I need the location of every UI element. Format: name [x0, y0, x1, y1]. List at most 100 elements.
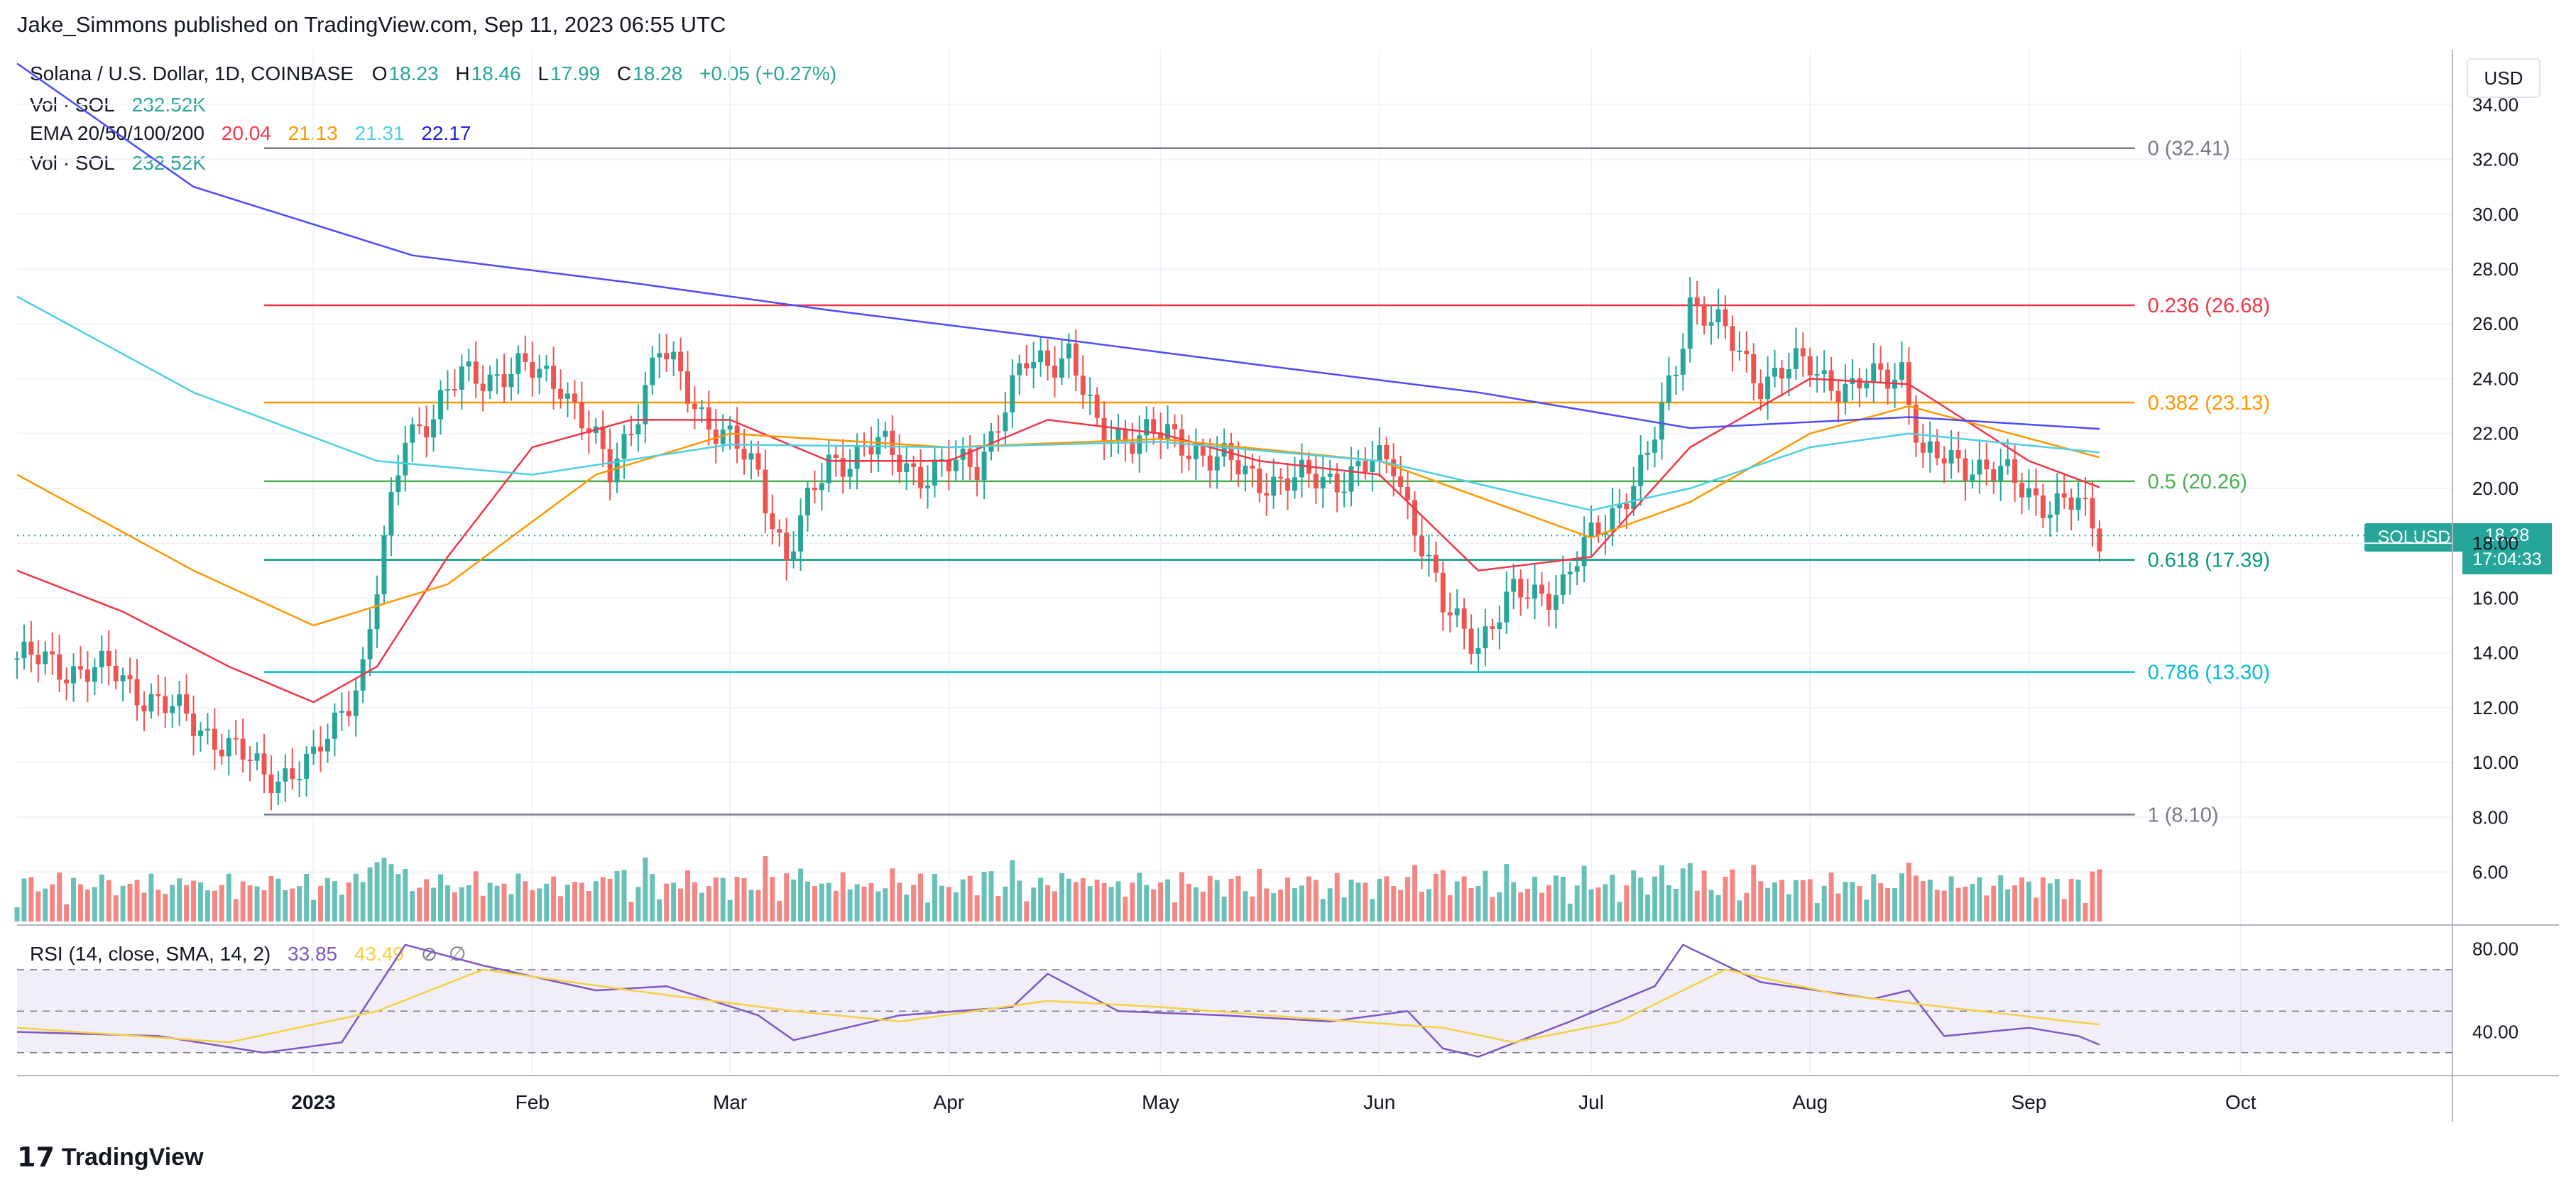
price-series — [14, 62, 2452, 811]
volume-bar — [459, 887, 464, 921]
volume-bar — [1560, 877, 1566, 921]
candle-body — [480, 383, 486, 392]
volume-bar — [1687, 863, 1693, 921]
candle-body — [1490, 626, 1495, 629]
volume-bar — [692, 882, 697, 921]
candle-body — [1864, 383, 1870, 389]
candle-body — [1101, 417, 1107, 441]
fib-level-label: 0 (32.41) — [2148, 138, 2230, 160]
candle-body — [148, 694, 154, 712]
volume-bar — [127, 884, 133, 921]
candle-body — [2047, 514, 2053, 518]
candle-body — [1313, 474, 1319, 488]
candle-body — [64, 679, 70, 684]
volume-bar — [1807, 879, 1813, 921]
tradingview-brand[interactable]: 17 TradingView — [17, 1142, 204, 1173]
volume-bar — [1772, 882, 1778, 921]
candle-body — [614, 458, 620, 483]
volume-bar — [1412, 865, 1418, 921]
volume-bar — [530, 890, 535, 921]
volume-bar — [1115, 881, 1121, 921]
candle-body — [727, 425, 733, 430]
candle-body — [1843, 383, 1848, 403]
volume-bar — [904, 895, 910, 921]
candle-body — [177, 694, 182, 706]
volume-bar — [1052, 891, 1057, 921]
volume-bar — [191, 880, 197, 921]
volume-bar — [720, 877, 726, 921]
candle-body — [685, 371, 690, 404]
volume-bar — [1490, 897, 1495, 921]
candle-body — [755, 453, 761, 470]
volume-bar — [177, 878, 182, 921]
candle-body — [424, 426, 430, 438]
candle-body — [939, 459, 944, 461]
candle-body — [904, 463, 910, 473]
volume-bar — [1172, 902, 1177, 921]
candle-body — [1334, 474, 1340, 493]
candle-body — [1927, 441, 1933, 453]
volume-bar — [1355, 882, 1361, 921]
volume-bar — [1320, 899, 1326, 921]
candle-body — [1504, 591, 1510, 623]
candle-body — [268, 774, 274, 794]
candle-body — [572, 393, 577, 403]
volume-bar — [77, 884, 83, 921]
candle-body — [417, 424, 422, 427]
volume-bar — [1327, 888, 1333, 921]
candle-body — [487, 374, 493, 392]
volume-bar — [1483, 870, 1488, 921]
volume-bar — [1532, 876, 1538, 921]
candle-body — [473, 361, 479, 384]
candle-body — [798, 515, 804, 552]
legend-ema200: 22.17 — [421, 122, 471, 144]
candle-body — [1348, 466, 1354, 492]
volume-bar — [50, 884, 55, 921]
volume-bar — [1920, 881, 1926, 921]
volume-bar — [113, 895, 119, 921]
candle-body — [353, 690, 359, 716]
volume-bar — [1871, 874, 1877, 921]
candle-body — [544, 366, 550, 369]
axis-spacer — [2452, 517, 2559, 518]
candle-body — [840, 457, 846, 477]
x-tick-label: Mar — [713, 1091, 747, 1113]
candle-body — [1588, 522, 1594, 537]
candle-body — [932, 459, 937, 486]
currency-button[interactable]: USD — [2467, 58, 2540, 98]
volume-bar — [395, 874, 401, 921]
candle-body — [431, 419, 437, 438]
volume-bar — [974, 895, 980, 921]
y-tick-label: 24.00 — [2472, 368, 2518, 389]
candle-body — [1235, 460, 1241, 475]
fib-level-label: 0.5 (20.26) — [2148, 471, 2247, 493]
candle-body — [1786, 368, 1791, 379]
eye-icon[interactable]: ⊘ — [420, 943, 438, 965]
candle-body — [1977, 459, 1982, 475]
candle-body — [1807, 356, 1813, 376]
candle-body — [530, 361, 535, 378]
y-tick-label: 10.00 — [2472, 752, 2518, 773]
candle-body — [141, 705, 147, 712]
volume-bar — [1906, 863, 1911, 921]
candle-body — [1913, 405, 1919, 443]
volume-bar — [1017, 880, 1022, 921]
volume-bar — [706, 886, 711, 921]
volume-bar — [1553, 875, 1559, 921]
legend-vol2-label: Vol · SOL — [30, 152, 115, 174]
candle-body — [1010, 375, 1015, 412]
volume-bar — [2012, 885, 2018, 921]
volume-bar — [226, 873, 231, 921]
fibonacci-levels: 0 (32.41) 0.236 (26.68) 0.382 (23.13) 0.5 (… — [263, 138, 2270, 826]
volume-bar — [1624, 885, 1630, 921]
legend-low-val: 17.99 — [550, 62, 601, 84]
volume-bar — [1207, 875, 1213, 921]
candle-body — [2097, 528, 2102, 552]
volume-bar — [1758, 881, 1764, 921]
candle-body — [643, 385, 648, 425]
volume-bar — [1574, 885, 1580, 921]
volume-bar — [784, 873, 790, 921]
legend-high-key: H — [455, 62, 470, 84]
volume-bar — [1031, 887, 1037, 921]
